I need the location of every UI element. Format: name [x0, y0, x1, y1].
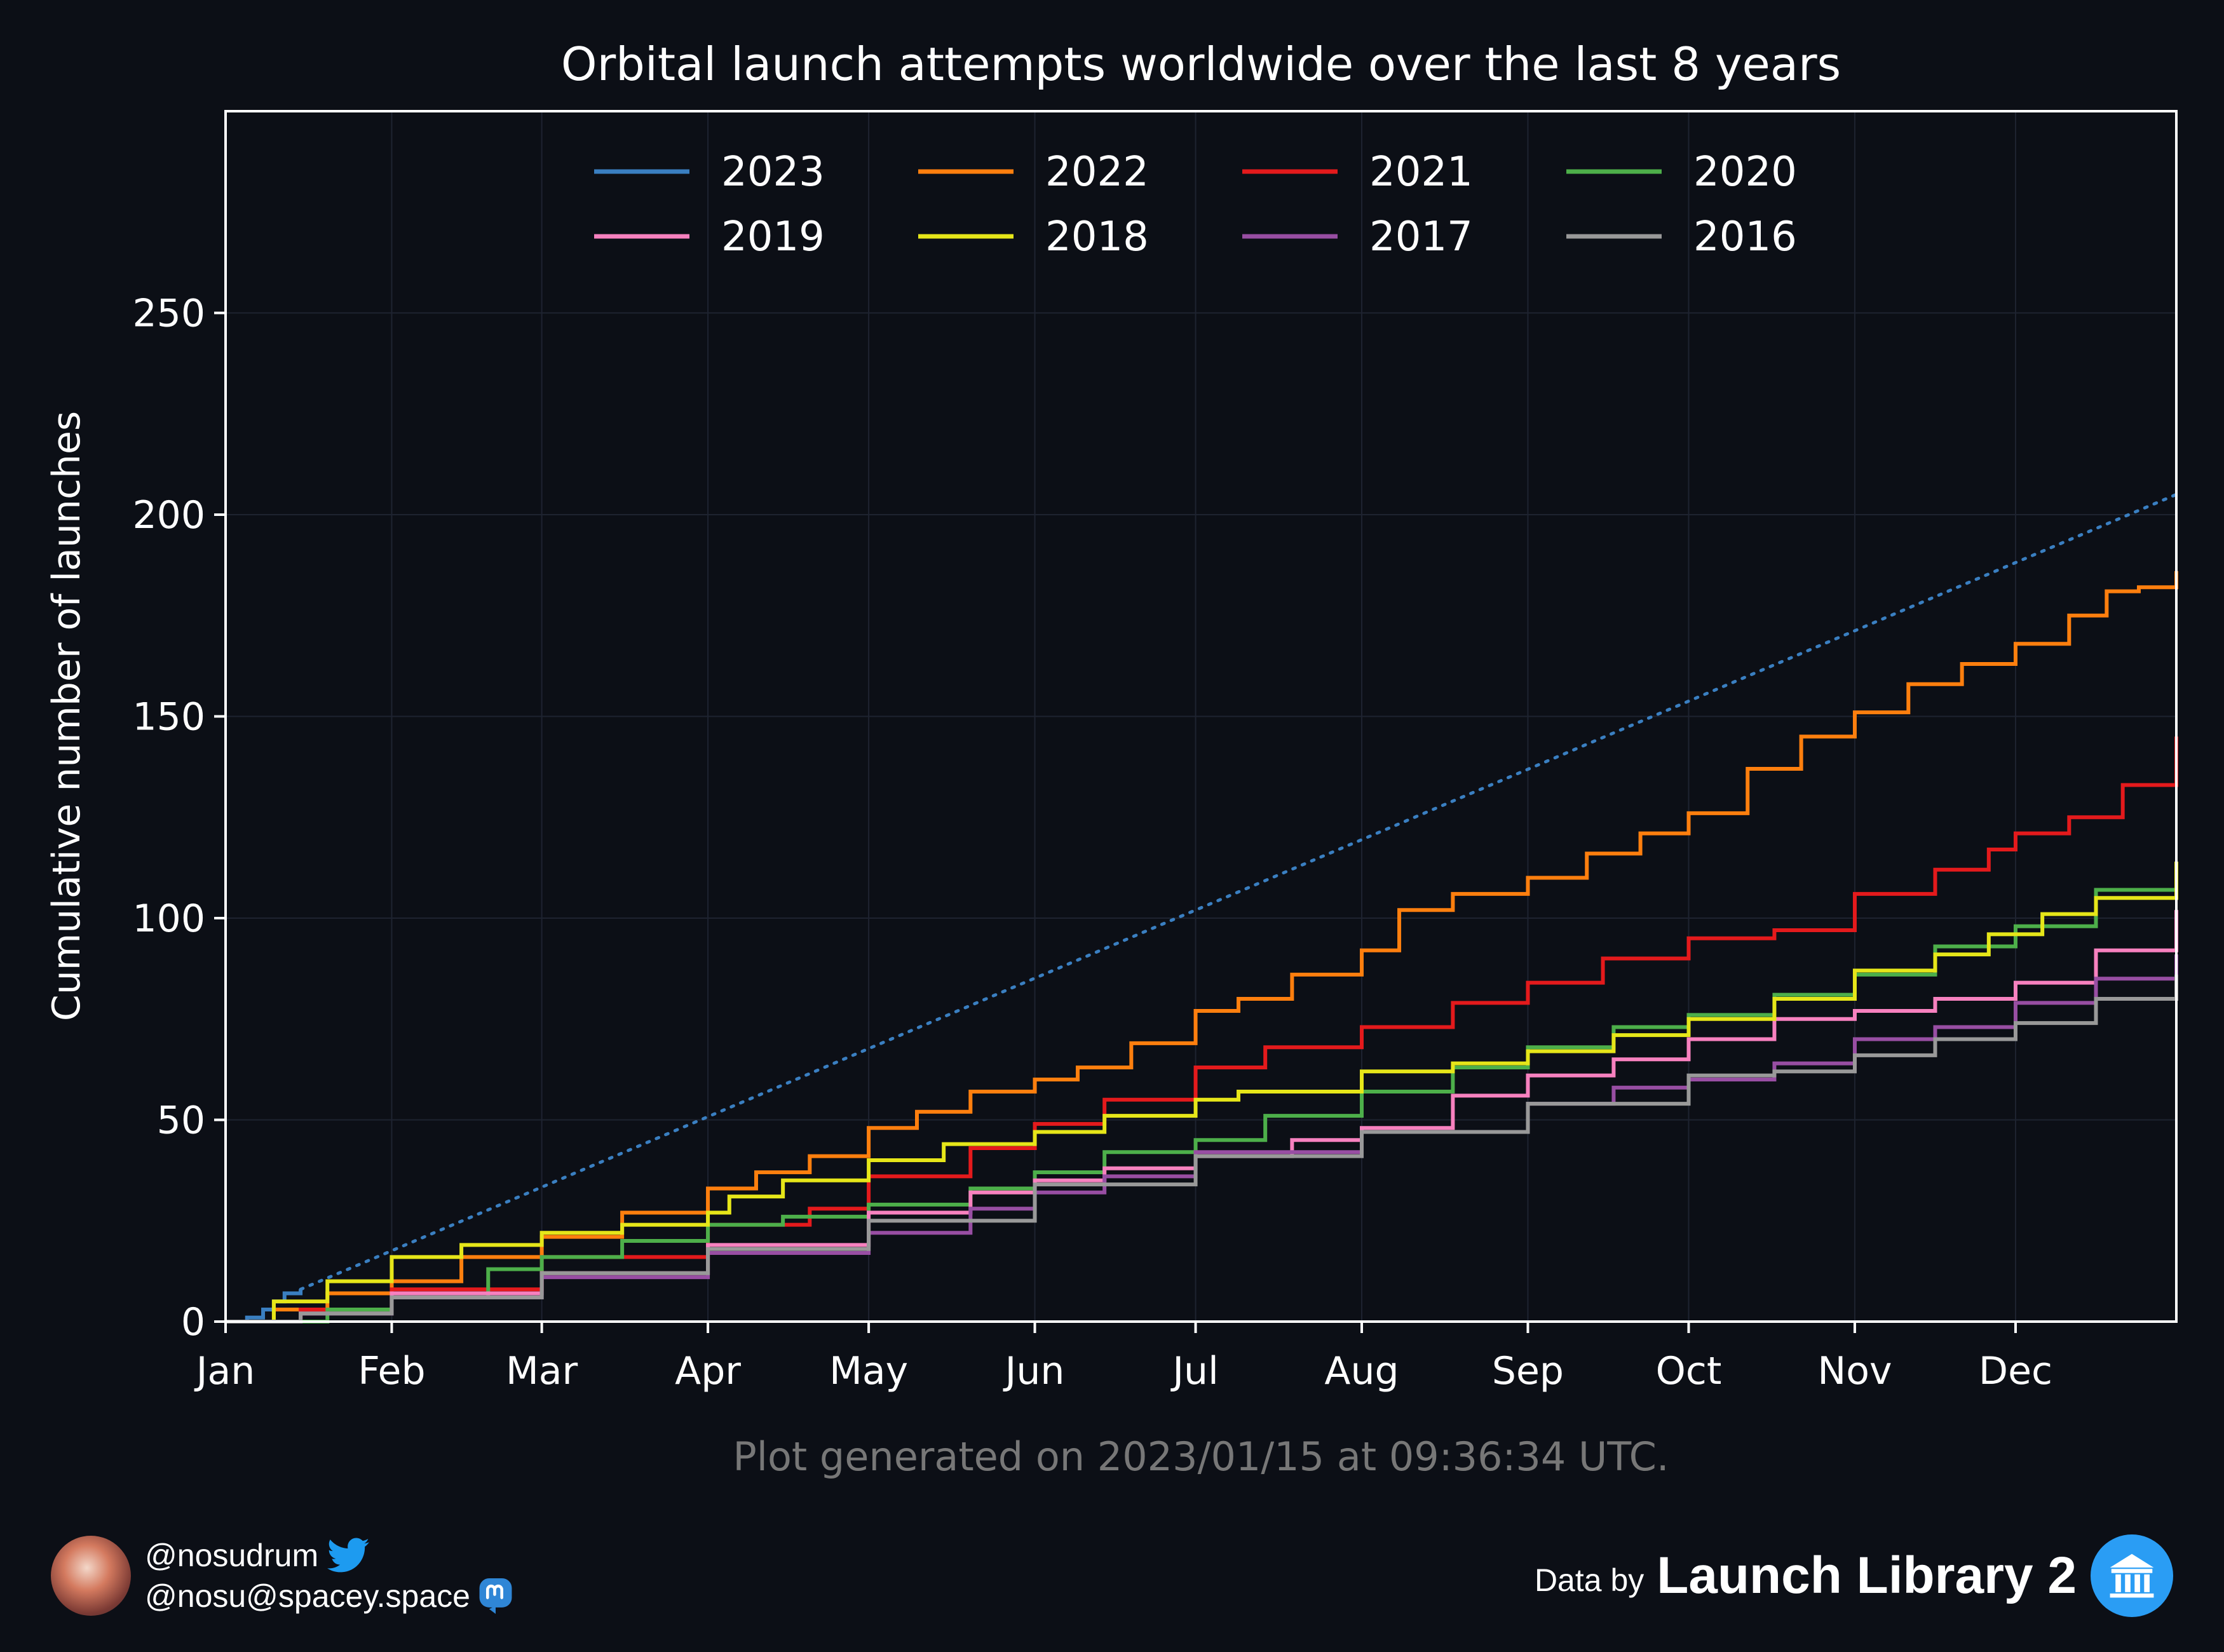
source-name[interactable]: Launch Library 2 [1657, 1547, 2077, 1604]
twitter-handle[interactable]: @nosudrum [145, 1538, 319, 1573]
x-tick-label: Nov [1817, 1349, 1892, 1393]
legend: 2023 2022 2021 2020 2019 2018 2017 2016 [594, 149, 1797, 261]
launch-library-logo-icon [2091, 1534, 2173, 1617]
series-line-2018 [226, 862, 2178, 1324]
x-tick-label: Jan [194, 1349, 255, 1393]
series-line-2023 [226, 1289, 303, 1324]
y-axis-label: Cumulative number of launches [44, 411, 89, 1021]
legend-label: 2019 [721, 213, 825, 261]
legend-label: 2022 [1045, 149, 1149, 196]
legend-label: 2021 [1369, 149, 1473, 196]
chart-title: Orbital launch attempts worldwide over t… [561, 37, 1841, 91]
y-tick-label: 0 [181, 1300, 205, 1344]
avatar-icon [51, 1536, 131, 1616]
x-tick-label: Apr [675, 1349, 741, 1393]
legend-label: 2020 [1693, 149, 1797, 196]
series-line-2021 [226, 736, 2178, 1324]
series-lines [226, 492, 2178, 1324]
series-line-2023-projection [299, 492, 2178, 1291]
legend-label: 2023 [721, 149, 825, 196]
y-tick-label: 100 [132, 897, 205, 941]
series-line-2016 [226, 974, 2178, 1324]
mastodon-icon [479, 1578, 512, 1614]
y-tick-label: 50 [157, 1099, 205, 1143]
x-tick-label: Sep [1492, 1349, 1564, 1393]
author-block: @nosudrum @nosu@spacey.space [51, 1534, 512, 1617]
x-axis: Jan Feb Mar Apr May Jun Jul Aug Sep Oct Nov Dec [194, 1322, 2052, 1393]
data-source-block: Data by Launch Library 2 [1535, 1534, 2173, 1617]
x-tick-label: Aug [1324, 1349, 1399, 1393]
generated-note: Plot generated on 2023/01/15 at 09:36:34… [733, 1433, 1669, 1480]
y-tick-label: 150 [132, 695, 205, 740]
legend-label: 2016 [1693, 213, 1797, 261]
y-axis: 0 50 100 150 200 250 [132, 292, 226, 1344]
x-tick-label: May [829, 1349, 908, 1393]
series-line-2022 [226, 571, 2178, 1324]
y-tick-label: 250 [132, 292, 205, 336]
x-tick-label: Oct [1656, 1349, 1722, 1393]
twitter-row[interactable]: @nosudrum [145, 1535, 512, 1576]
legend-label: 2017 [1369, 213, 1473, 261]
x-tick-label: Jul [1170, 1349, 1218, 1393]
x-tick-label: Feb [358, 1349, 425, 1393]
twitter-bird-icon [327, 1538, 370, 1573]
x-tick-label: Dec [1979, 1349, 2052, 1393]
x-tick-label: Mar [506, 1349, 578, 1393]
mastodon-handle[interactable]: @nosu@spacey.space [145, 1578, 470, 1614]
x-tick-label: Jun [1003, 1349, 1065, 1393]
series-line-2020 [226, 862, 2178, 1324]
legend-label: 2018 [1045, 213, 1149, 261]
y-tick-label: 200 [132, 493, 205, 538]
mastodon-row[interactable]: @nosu@spacey.space [145, 1576, 512, 1616]
data-by-label: Data by [1534, 1562, 1644, 1598]
